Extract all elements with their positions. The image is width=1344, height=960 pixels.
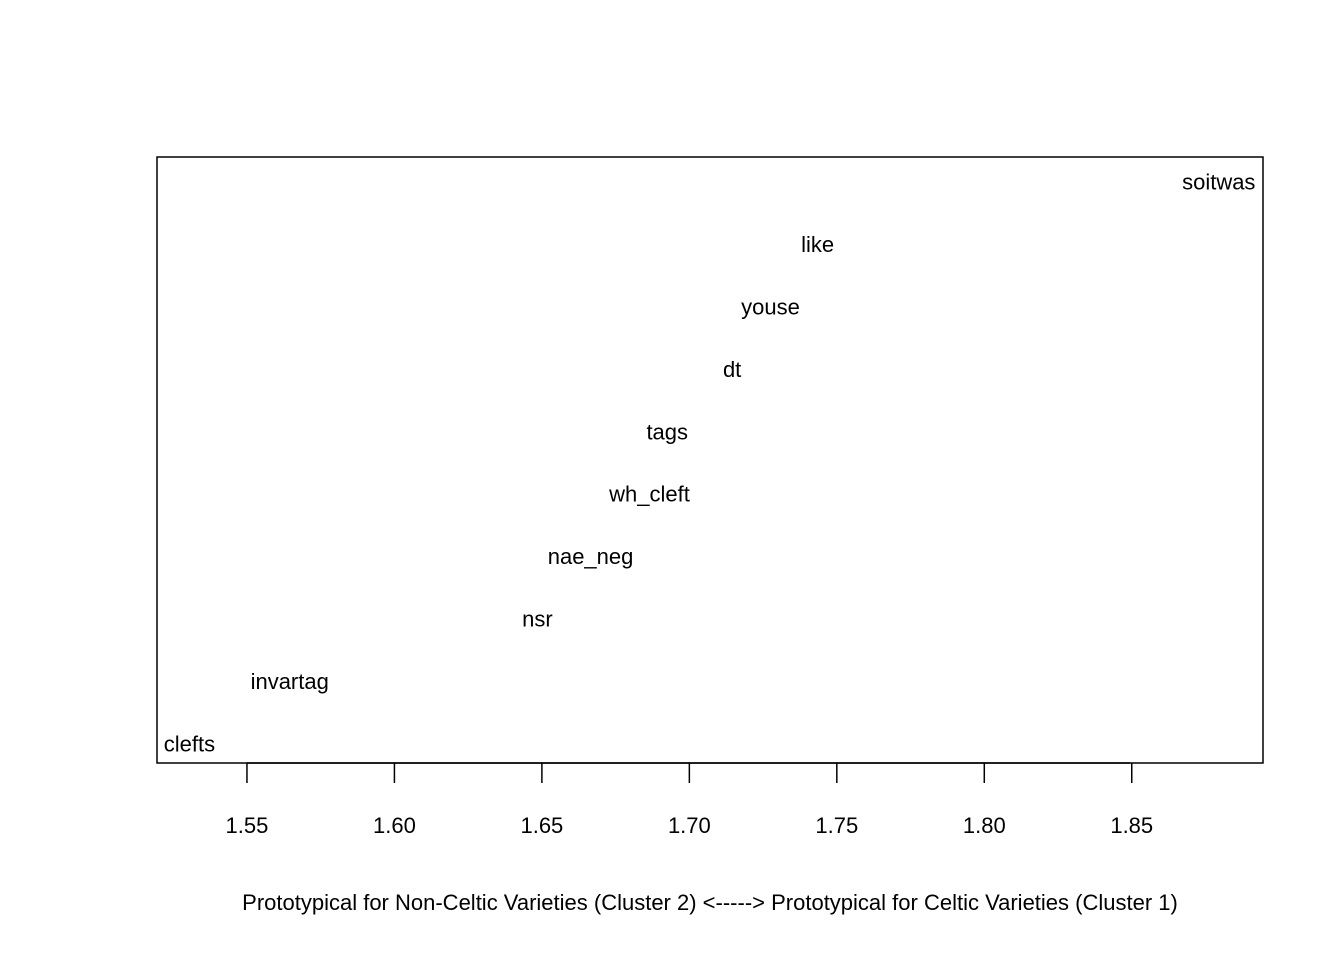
x-axis-ticks: 1.55 1.60 1.65 1.70 1.75 1.80 1.85 xyxy=(226,763,1153,838)
x-tick-label: 1.55 xyxy=(226,813,269,838)
data-point-label: nae_neg xyxy=(548,544,634,569)
x-tick-label: 1.80 xyxy=(963,813,1006,838)
x-axis-label: Prototypical for Non-Celtic Varieties (C… xyxy=(242,890,1178,915)
x-tick-label: 1.75 xyxy=(815,813,858,838)
data-point-label: clefts xyxy=(164,732,215,757)
data-point-label: wh_cleft xyxy=(608,482,690,507)
data-point-label: nsr xyxy=(522,607,553,632)
data-point-label: youse xyxy=(741,294,800,319)
x-tick-label: 1.60 xyxy=(373,813,416,838)
data-point-label: soitwas xyxy=(1182,170,1255,195)
data-labels: clefts invartag nsr nae_neg wh_cleft tags dt yo… xyxy=(164,170,1256,757)
x-tick-label: 1.85 xyxy=(1110,813,1153,838)
data-point-label: dt xyxy=(723,357,741,382)
data-point-label: invartag xyxy=(251,669,329,694)
data-point-label: tags xyxy=(646,419,688,444)
data-point-label: like xyxy=(801,232,834,257)
x-tick-label: 1.70 xyxy=(668,813,711,838)
x-tick-label: 1.65 xyxy=(520,813,563,838)
